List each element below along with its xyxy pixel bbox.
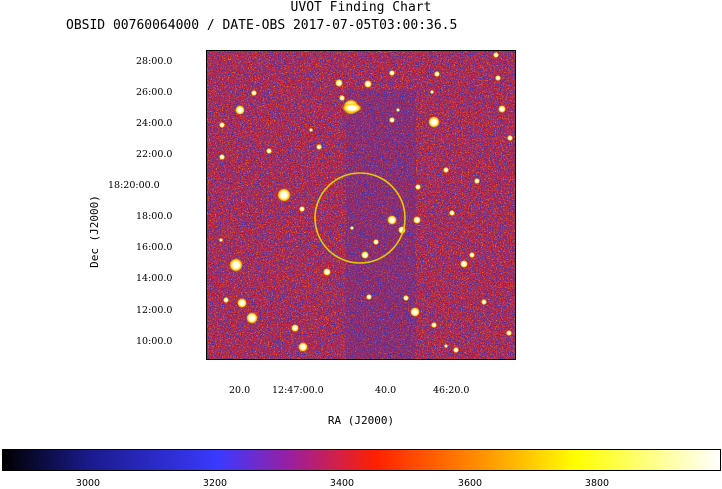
star <box>266 148 272 154</box>
star <box>415 184 421 190</box>
star <box>443 167 449 173</box>
x-tick-label: 40.0 <box>375 385 397 396</box>
star <box>449 210 455 216</box>
star <box>246 312 258 324</box>
x-tick-label: 46:20.0 <box>433 385 470 396</box>
star <box>410 307 420 317</box>
star <box>350 226 354 230</box>
colorbar-tick-label: 3000 <box>75 478 101 489</box>
star <box>431 322 437 328</box>
stars <box>219 52 513 353</box>
star <box>309 128 313 132</box>
star <box>396 108 400 112</box>
y-tick-label: 28:00.0 <box>136 56 173 67</box>
star <box>298 342 308 352</box>
star <box>444 344 448 348</box>
star <box>495 75 501 81</box>
star <box>219 122 225 128</box>
star <box>291 324 299 332</box>
star <box>434 71 440 77</box>
star <box>323 268 331 276</box>
star <box>299 206 305 212</box>
star <box>237 298 247 308</box>
star <box>364 80 372 88</box>
noise-layer-high <box>206 50 516 360</box>
star <box>373 239 379 245</box>
chart-subtitle: OBSID 00760064000 / DATE-OBS 2017-07-05T… <box>66 18 458 33</box>
star <box>413 216 421 224</box>
colorbar-tick-label: 3200 <box>202 478 228 489</box>
star <box>387 215 397 225</box>
star <box>453 347 459 353</box>
star <box>493 52 499 58</box>
star <box>389 70 395 76</box>
star <box>430 90 434 94</box>
x-tick-label: 12:47:00.0 <box>272 385 324 396</box>
x-axis-label: RA (J2000) <box>327 414 395 427</box>
y-tick-label: 12:00.0 <box>136 305 173 316</box>
y-tick-label: 18:20:00.0 <box>108 180 160 191</box>
y-tick-label: 16:00.0 <box>136 242 173 253</box>
image-frame <box>206 50 516 360</box>
star <box>235 105 245 115</box>
y-axis-label: Dec (J2000) <box>87 195 101 268</box>
star <box>335 79 343 87</box>
y-tick-label: 18:00.0 <box>136 211 173 222</box>
colorbar-tick-label: 3400 <box>329 478 355 489</box>
star <box>229 258 243 272</box>
star <box>219 238 223 242</box>
y-tick-label: 10:00.0 <box>136 336 173 347</box>
star <box>481 299 487 305</box>
colorbar-tick-label: 3800 <box>584 478 610 489</box>
star <box>389 117 395 123</box>
colorbar <box>2 449 721 471</box>
y-tick-label: 22:00.0 <box>136 149 173 160</box>
star <box>507 135 513 141</box>
star <box>223 297 229 303</box>
star <box>366 294 372 300</box>
y-tick-label: 14:00.0 <box>136 273 173 284</box>
low-density-strip <box>346 90 416 360</box>
star <box>339 95 345 101</box>
star <box>474 178 480 184</box>
sky-image <box>206 50 516 360</box>
star <box>403 295 409 301</box>
star <box>506 330 512 336</box>
star <box>498 105 506 113</box>
star <box>316 144 322 150</box>
source-region-circle <box>314 172 406 264</box>
colorbar-tick-label: 3600 <box>457 478 483 489</box>
star <box>428 116 440 128</box>
x-tick-label: 20.0 <box>229 385 251 396</box>
chart-title: UVOT Finding Chart <box>290 0 432 15</box>
star <box>460 260 468 268</box>
y-tick-label: 24:00.0 <box>136 118 173 129</box>
star <box>342 103 362 113</box>
star <box>277 188 291 202</box>
y-tick-label: 26:00.0 <box>136 87 173 98</box>
star <box>251 90 257 96</box>
star <box>219 154 225 160</box>
star <box>361 251 369 259</box>
star <box>469 252 475 258</box>
